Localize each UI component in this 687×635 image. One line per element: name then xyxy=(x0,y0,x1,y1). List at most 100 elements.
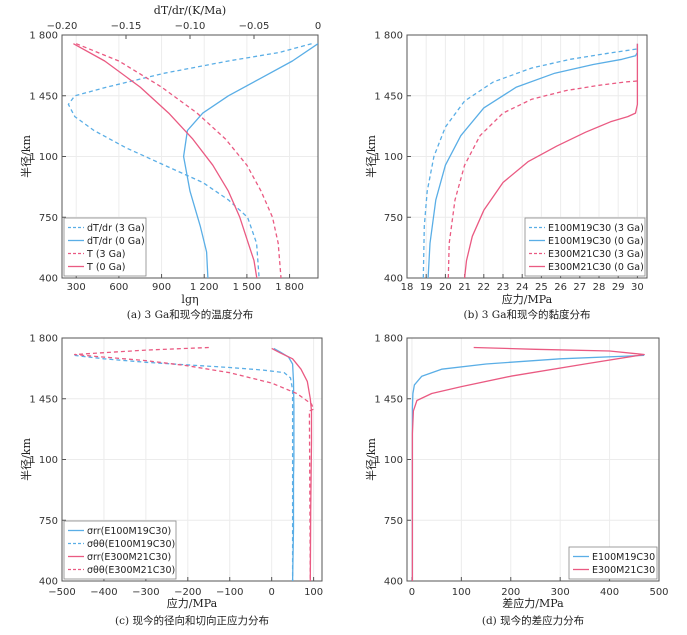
chart-panel-1: 400 750 1 100 1 450 1 800 300 600 900 1 200 1 500… xyxy=(19,4,321,321)
x-tick-label: 100 xyxy=(452,587,471,598)
series-group xyxy=(422,43,639,278)
x-tick-label: 500 xyxy=(649,587,668,598)
x-tick-label: 200 xyxy=(501,587,520,598)
legend-label: E100M19C30 xyxy=(592,552,655,563)
panel-caption: (c) 现今的径向和切向正应力分布 xyxy=(115,614,269,627)
x-tick-label: 26 xyxy=(554,282,567,293)
x-tick-label: −500 xyxy=(48,587,75,598)
y-tick-label: 1 100 xyxy=(29,455,58,466)
x-tick-label: 1 200 xyxy=(190,282,219,293)
legend: E100M19C30 E300M21C30 xyxy=(568,546,658,580)
series-line xyxy=(271,347,313,581)
series-line xyxy=(411,354,645,581)
y-tick-label: 1 450 xyxy=(29,91,58,102)
x-tick-label: 24 xyxy=(516,282,529,293)
top-x-tick-label: −0.10 xyxy=(175,21,206,32)
legend-label: dT/dr (0 Ga) xyxy=(87,236,145,247)
x-tick-label: −300 xyxy=(132,587,159,598)
series-line xyxy=(273,347,295,581)
y-tick-label: 750 xyxy=(39,213,58,224)
legend-label: σrr(E300M21C30) xyxy=(87,552,171,563)
y-tick-label: 750 xyxy=(384,516,403,527)
x-tick-label: 1 800 xyxy=(275,282,304,293)
y-tick-label: 1 800 xyxy=(29,334,58,345)
y-axis-label: 半径/km xyxy=(364,438,378,481)
x-tick-label: 300 xyxy=(67,282,86,293)
legend: σrr(E100M19C30) σθθ(E100M19C30) σrr(E300M2… xyxy=(63,520,177,580)
x-axis-label: 差应力/MPa xyxy=(502,596,564,610)
chart-panel-4: 400 750 1 100 1 450 1 800 0 100 200 300 400 500 差应力… xyxy=(364,334,669,628)
series-line xyxy=(427,43,639,278)
panel-caption: (a) 3 Ga和现今的温度分布 xyxy=(127,308,253,321)
y-axis-label: 半径/km xyxy=(19,135,33,178)
y-tick-label: 1 100 xyxy=(374,455,403,466)
x-tick-label: 30 xyxy=(631,282,644,293)
x-tick-label: 25 xyxy=(535,282,548,293)
x-tick-label: 0 xyxy=(409,587,415,598)
x-tick-label: −100 xyxy=(216,587,243,598)
series-group xyxy=(73,346,315,581)
y-tick-label: 400 xyxy=(39,577,58,588)
legend-label: dT/dr (3 Ga) xyxy=(87,223,145,234)
legend-label: σθθ(E100M19C30) xyxy=(87,539,175,550)
y-tick-label: 1 100 xyxy=(374,152,403,163)
x-tick-label: 100 xyxy=(304,587,323,598)
y-tick-label: 750 xyxy=(384,213,403,224)
top-x-tick-label: −0.15 xyxy=(111,21,142,32)
series-line xyxy=(463,43,639,278)
x-tick-label: 23 xyxy=(497,282,510,293)
series-line xyxy=(74,354,294,581)
series-line xyxy=(67,43,312,278)
chart-panel-3: 400 750 1 100 1 450 1 800 −500 −400 −300 −200 −10… xyxy=(19,334,323,628)
y-tick-label: 750 xyxy=(39,516,58,527)
y-tick-label: 1 800 xyxy=(374,31,403,42)
top-x-axis-label: dT/dr/(K/Ma) xyxy=(154,4,226,17)
y-axis-label: 半径/km xyxy=(19,438,33,481)
x-tick-label: 900 xyxy=(152,282,171,293)
x-tick-label: 0 xyxy=(268,587,274,598)
y-tick-label: 400 xyxy=(39,274,58,285)
legend-label: σrr(E100M19C30) xyxy=(87,526,171,537)
legend-label: E300M21C30 (3 Ga) xyxy=(548,249,644,260)
top-x-tick-label: −0.20 xyxy=(47,21,78,32)
series-line xyxy=(73,43,258,278)
x-tick-label: 19 xyxy=(420,282,433,293)
x-tick-label: −200 xyxy=(174,587,201,598)
x-tick-label: 300 xyxy=(551,587,570,598)
x-tick-label: 600 xyxy=(109,282,128,293)
x-tick-label: 21 xyxy=(458,282,471,293)
x-axis-label: 应力/MPa xyxy=(502,292,553,306)
y-tick-label: 400 xyxy=(384,577,403,588)
y-tick-label: 1 800 xyxy=(374,334,403,345)
y-tick-label: 1 100 xyxy=(29,152,58,163)
x-tick-label: 18 xyxy=(401,282,414,293)
legend-label: E300M21C30 (0 Ga) xyxy=(548,262,644,273)
legend-label: T (3 Ga) xyxy=(86,249,125,260)
x-axis-label: lgη xyxy=(181,293,198,306)
x-tick-label: 1 500 xyxy=(233,282,262,293)
x-tick-label: 400 xyxy=(600,587,619,598)
y-tick-label: 1 450 xyxy=(29,394,58,405)
x-tick-label: 28 xyxy=(593,282,606,293)
panel-caption: (b) 3 Ga和现今的黏度分布 xyxy=(464,308,591,321)
panel-caption: (d) 现今的差应力分布 xyxy=(482,614,584,627)
series-line xyxy=(411,346,645,581)
top-x-tick-label: −0.05 xyxy=(239,21,270,32)
x-tick-label: 29 xyxy=(612,282,625,293)
top-x-tick-label: 0 xyxy=(315,21,321,32)
legend-label: E300M21C30 xyxy=(592,565,655,576)
y-tick-label: 1 450 xyxy=(374,394,403,405)
legend: E100M19C30 (3 Ga) E100M19C30 (0 Ga) E300M2… xyxy=(524,217,646,277)
y-tick-label: 1 450 xyxy=(374,91,403,102)
series-line xyxy=(73,346,315,581)
legend-label: T (0 Ga) xyxy=(86,262,125,273)
series-line xyxy=(182,43,318,278)
x-tick-label: 22 xyxy=(477,282,490,293)
y-axis-label: 半径/km xyxy=(364,135,378,178)
legend-box xyxy=(568,546,658,580)
series-line xyxy=(447,80,638,278)
x-axis-label: 应力/MPa xyxy=(167,596,218,610)
legend: dT/dr (3 Ga) dT/dr (0 Ga) T (3 Ga) T (0 Ga) xyxy=(63,217,147,277)
chart-panel-2: 400 750 1 100 1 450 1 800 18 19 20 21 22 23 24 25 26 2… xyxy=(364,31,648,321)
